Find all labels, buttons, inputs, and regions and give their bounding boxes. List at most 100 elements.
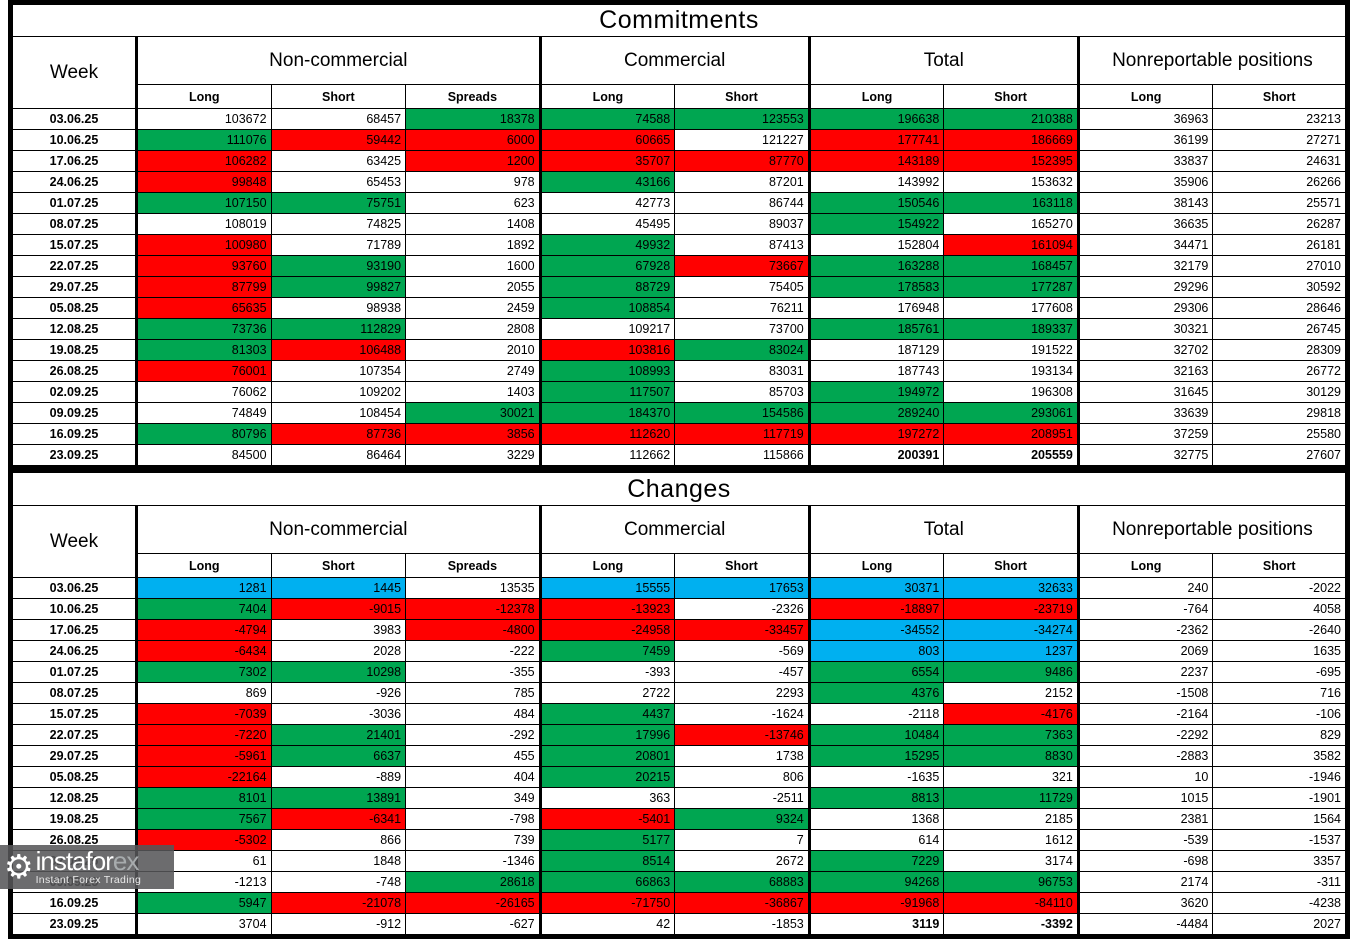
table-row: 22.07.25 -7220 21401 -292 17996 -13746 10484 73… (10, 724, 1348, 746)
value-cell: 168457 (943, 255, 1079, 277)
value-cell: 197272 (807, 423, 945, 445)
value-cell: 1635 (1212, 640, 1348, 662)
value-cell: 26772 (1212, 360, 1348, 382)
value-cell: -912 (270, 913, 407, 937)
group-header-row: Week Non-commercial Commercial Total Non… (10, 505, 1349, 578)
value-cell: 32775 (1076, 444, 1214, 468)
table-row: 05.08.25 65635 98938 2459 108854 76211 176948 1… (10, 297, 1348, 319)
col-t-short: Short (943, 553, 1079, 578)
value-cell: -222 (405, 640, 541, 662)
value-cell: 117719 (674, 423, 810, 445)
value-cell: 108993 (538, 360, 676, 382)
section-title-commitments: Commitments (10, 2, 1348, 37)
group-commercial: Commercial (538, 505, 810, 554)
value-cell: 35906 (1076, 171, 1214, 193)
value-cell: 165270 (943, 213, 1079, 235)
value-cell: 89037 (674, 213, 810, 235)
value-cell: -4484 (1076, 913, 1214, 937)
value-cell: 21401 (270, 724, 407, 746)
value-cell: 455 (405, 745, 541, 767)
value-cell: 6637 (270, 745, 407, 767)
table-row: 29.07.25 -5961 6637 455 20801 1738 15295 8830 -2… (10, 745, 1348, 767)
value-cell: -71750 (538, 892, 676, 914)
value-cell: 205559 (943, 444, 1079, 468)
value-cell: 15555 (538, 577, 676, 599)
cot-report: Commitments Week Non-commercial Commerci… (8, 0, 1350, 939)
value-cell: 2749 (405, 360, 541, 382)
value-cell: 4437 (538, 703, 676, 725)
value-cell: 32702 (1076, 339, 1214, 361)
value-cell: -2022 (1212, 577, 1348, 599)
week-cell: 17.06.25 (10, 150, 137, 172)
value-cell: 100980 (135, 234, 272, 256)
value-cell: 35707 (538, 150, 676, 172)
value-cell: 71789 (270, 234, 407, 256)
value-cell: 1015 (1076, 787, 1214, 809)
value-cell: 349 (405, 787, 541, 809)
value-cell: -764 (1076, 598, 1214, 620)
value-cell: 153632 (943, 171, 1079, 193)
value-cell: 785 (405, 682, 541, 704)
value-cell: 806 (674, 766, 810, 788)
brand-name: instaforex (35, 846, 140, 877)
value-cell: 115866 (674, 444, 810, 468)
value-cell: 3229 (405, 444, 541, 468)
value-cell: -91968 (807, 892, 945, 914)
value-cell: 293061 (943, 402, 1079, 424)
value-cell: 1408 (405, 213, 541, 235)
value-cell: 107150 (135, 192, 272, 214)
value-cell: 106488 (270, 339, 407, 361)
value-cell: 17653 (674, 577, 810, 599)
value-cell: 143992 (807, 171, 945, 193)
value-cell: 112620 (538, 423, 676, 445)
changes-body: 03.06.25 1281 1445 13535 15555 17653 30371 3263… (10, 577, 1348, 937)
value-cell: -1946 (1212, 766, 1348, 788)
value-cell: -7039 (135, 703, 272, 725)
value-cell: 103816 (538, 339, 676, 361)
value-cell: -539 (1076, 829, 1214, 851)
value-cell: 34471 (1076, 234, 1214, 256)
group-total: Total (807, 36, 1079, 85)
group-total: Total (807, 505, 1079, 554)
value-cell: 45495 (538, 213, 676, 235)
value-cell: 30592 (1212, 276, 1348, 298)
value-cell: -457 (674, 661, 810, 683)
table-row: 10.06.25 111076 59442 6000 60665 121227 177741… (10, 129, 1348, 151)
value-cell: 17996 (538, 724, 676, 746)
table-row: 16.09.25 5947 -21078 -26165 -71750 -36867 -919… (10, 892, 1348, 914)
value-cell: 112829 (270, 318, 407, 340)
value-cell: 86464 (270, 444, 407, 468)
value-cell: 26181 (1212, 234, 1348, 256)
value-cell: -311 (1212, 871, 1348, 893)
week-cell: 12.08.25 (10, 787, 137, 809)
week-header: Week (10, 505, 137, 578)
value-cell: -569 (674, 640, 810, 662)
value-cell: -393 (538, 661, 676, 683)
value-cell: 68883 (674, 871, 810, 893)
value-cell: 76211 (674, 297, 810, 319)
week-cell: 03.06.25 (10, 577, 137, 599)
col-t-long: Long (807, 553, 945, 578)
value-cell: 7363 (943, 724, 1079, 746)
value-cell: 2381 (1076, 808, 1214, 830)
col-nc-long: Long (135, 553, 272, 578)
value-cell: 80796 (135, 423, 272, 445)
value-cell: 87201 (674, 171, 810, 193)
value-cell: 109217 (538, 318, 676, 340)
value-cell: 26266 (1212, 171, 1348, 193)
value-cell: 4058 (1212, 598, 1348, 620)
value-cell: 13891 (270, 787, 407, 809)
table-row: 12.08.25 8101 13891 349 363 -2511 8813 11729 101… (10, 787, 1348, 809)
value-cell: 87413 (674, 234, 810, 256)
value-cell: 43166 (538, 171, 676, 193)
table-row: 09.09.25 74849 108454 30021 184370 154586 2892… (10, 402, 1348, 424)
value-cell: 3620 (1076, 892, 1214, 914)
value-cell: 25580 (1212, 423, 1348, 445)
table-row: 23.09.25 84500 86464 3229 112662 115866 200391… (10, 444, 1348, 468)
value-cell: 289240 (807, 402, 945, 424)
value-cell: 154586 (674, 402, 810, 424)
value-cell: 108019 (135, 213, 272, 235)
value-cell: 5947 (135, 892, 272, 914)
col-t-short: Short (943, 84, 1079, 109)
table-row: 08.07.25 869 -926 785 2722 2293 4376 2152 -1508 7… (10, 682, 1348, 704)
